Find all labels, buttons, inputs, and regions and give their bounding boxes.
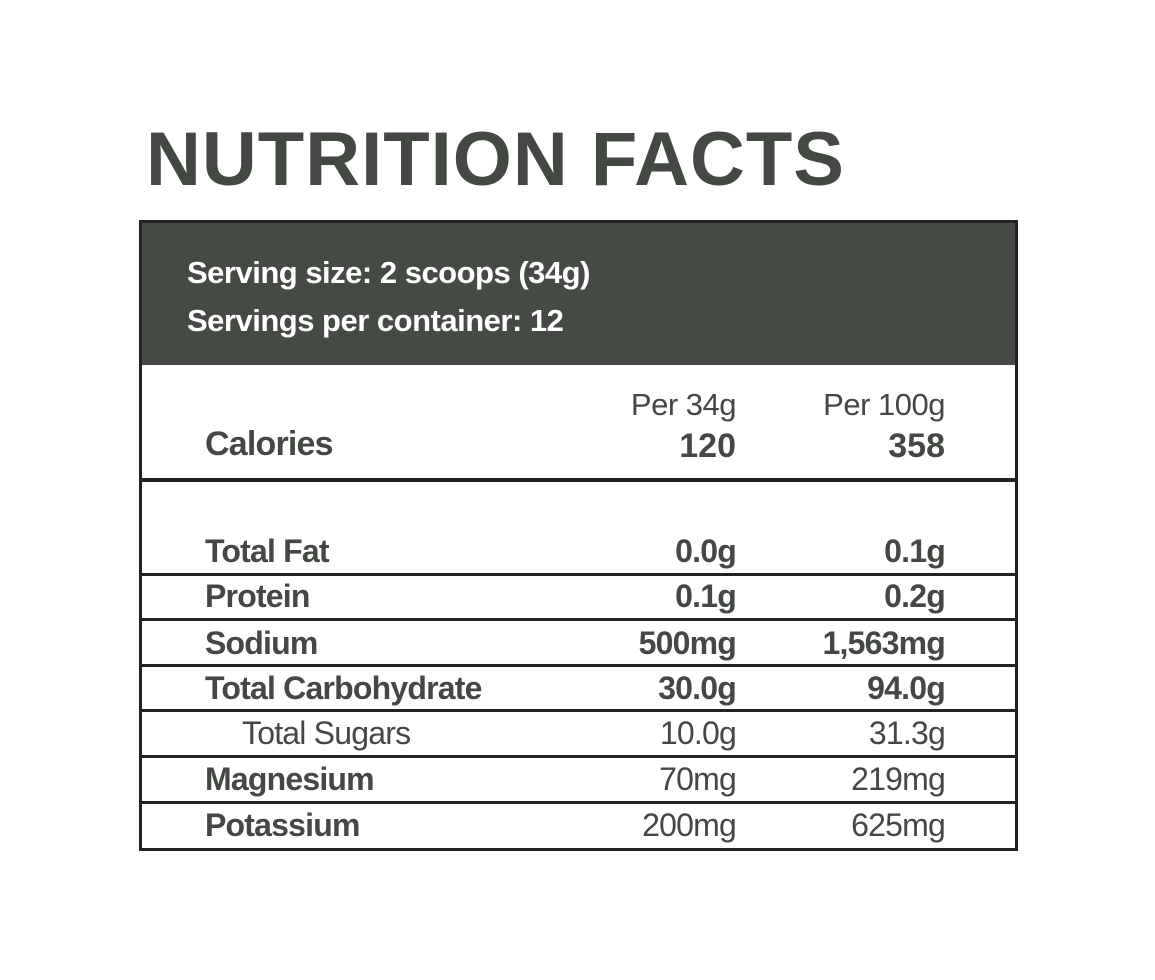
nutrient-value-per-100g: 625mg	[851, 807, 946, 843]
calories-per-serving: 120	[679, 427, 736, 465]
column-header-per-serving: Per 34g	[630, 387, 737, 422]
nutrient-label: Protein	[205, 578, 310, 614]
nutrition-panel: Serving size: 2 scoops (34g) Servings pe…	[139, 220, 1018, 851]
nutrient-label: Total Fat	[205, 533, 330, 569]
nutrient-value-per-100g: 219mg	[851, 761, 946, 797]
row-divider	[142, 664, 1015, 667]
nutrient-value-per-serving: 70mg	[659, 761, 737, 797]
nutrient-value-per-100g: 0.1g	[884, 533, 946, 569]
nutrient-row: Total Carbohydrate 30.0g 94.0g	[142, 668, 1015, 708]
nutrient-label: Potassium	[205, 807, 360, 843]
nutrient-label: Total Sugars	[242, 715, 411, 751]
row-divider	[142, 573, 1015, 576]
nutrient-row: Magnesium 70mg 219mg	[142, 759, 1015, 799]
nutrient-label: Total Carbohydrate	[205, 670, 482, 706]
divider	[142, 478, 1015, 482]
serving-size: Serving size: 2 scoops (34g)	[187, 255, 590, 290]
nutrient-row: Total Sugars 10.0g 31.3g	[142, 713, 1015, 753]
calories-per-100g: 358	[888, 427, 945, 465]
nutrient-row: Total Fat 0.0g 0.1g	[142, 531, 1015, 571]
nutrient-row: Protein 0.1g 0.2g	[142, 576, 1015, 616]
row-divider	[142, 618, 1015, 621]
nutrient-row: Potassium 200mg 625mg	[142, 805, 1015, 845]
column-header-per-100g: Per 100g	[823, 387, 945, 422]
nutrient-row: Sodium 500mg 1,563mg	[142, 623, 1015, 663]
serving-header: Serving size: 2 scoops (34g) Servings pe…	[142, 223, 1015, 365]
row-divider	[142, 709, 1015, 712]
nutrient-value-per-serving: 10.0g	[659, 715, 737, 751]
nutrient-value-per-100g: 94.0g	[867, 670, 946, 706]
nutrient-value-per-100g: 31.3g	[868, 715, 946, 751]
nutrient-label: Sodium	[205, 625, 318, 661]
nutrient-value-per-serving: 500mg	[638, 625, 737, 661]
page-title: NUTRITION FACTS	[146, 117, 845, 202]
nutrient-value-per-serving: 0.1g	[675, 578, 737, 614]
nutrient-value-per-serving: 30.0g	[658, 670, 737, 706]
row-divider	[142, 801, 1015, 804]
calories-label: Calories	[205, 425, 334, 463]
row-divider	[142, 755, 1015, 758]
nutrient-value-per-100g: 0.2g	[884, 578, 946, 614]
nutrient-value-per-serving: 200mg	[642, 807, 737, 843]
nutrient-label: Magnesium	[205, 761, 375, 797]
nutrient-value-per-serving: 0.0g	[675, 533, 737, 569]
nutrient-value-per-100g: 1,563mg	[822, 625, 946, 661]
servings-per-container: Servings per container: 12	[187, 303, 564, 338]
